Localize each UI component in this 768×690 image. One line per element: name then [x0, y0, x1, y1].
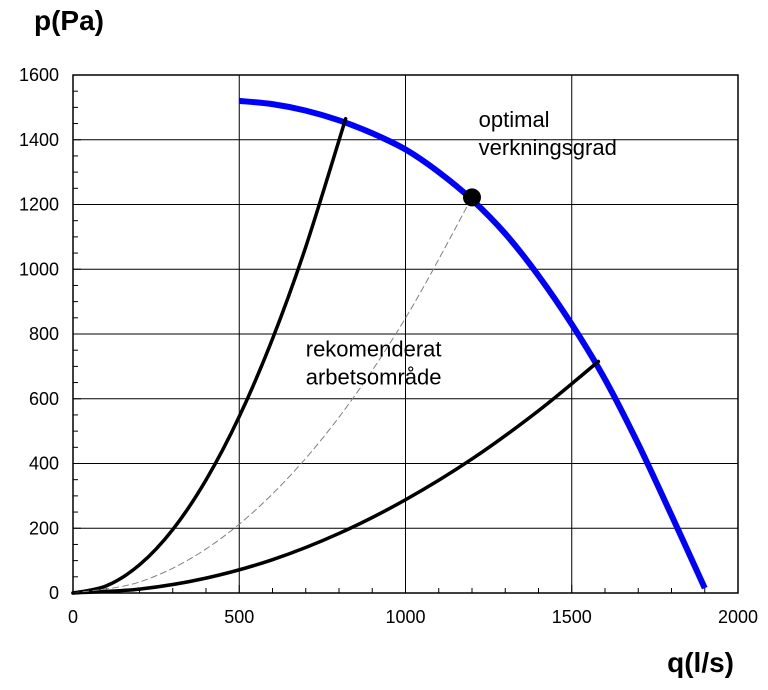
- annotation-label-1: rekomenderat: [306, 337, 442, 362]
- tick-labels: 0 500 1000 1500 2000 0 200 400 600 800 1000 1200 140…: [19, 65, 758, 627]
- system-curve-line-1: [71, 116, 348, 595]
- annotation-label-1: arbetsområde: [306, 365, 442, 390]
- y-tick-label: 800: [29, 324, 59, 344]
- annotations: optimal verkningsgrad rekomenderat arbetsom…: [306, 107, 617, 390]
- y-tick-label: 0: [49, 583, 59, 603]
- optimal-system-curve-line: [72, 196, 473, 594]
- y-tick-label: 200: [29, 518, 59, 538]
- x-tick-label: 1500: [552, 607, 592, 627]
- annotation-label-0: optimal: [479, 107, 550, 132]
- x-tick-label: 1000: [385, 607, 425, 627]
- optimal-point-marker: [463, 188, 481, 207]
- system-curve-line-2: [71, 359, 601, 595]
- y-tick-label: 1200: [19, 195, 59, 215]
- y-tick-label: 1000: [19, 259, 59, 279]
- data-points: [463, 188, 481, 207]
- x-tick-label: 500: [224, 607, 254, 627]
- x-tick-label: 0: [68, 607, 78, 627]
- x-axis-title: q(l/s): [667, 647, 734, 678]
- plot-frame: [72, 74, 739, 594]
- x-tick-label: 2000: [718, 607, 758, 627]
- y-tick-label: 600: [29, 389, 59, 409]
- y-axis-title: p(Pa): [34, 5, 104, 36]
- y-tick-label: 1600: [19, 65, 59, 85]
- y-tick-label: 1400: [19, 130, 59, 150]
- annotation-label-0: verkningsgrad: [479, 135, 617, 160]
- y-tick-label: 400: [29, 454, 59, 474]
